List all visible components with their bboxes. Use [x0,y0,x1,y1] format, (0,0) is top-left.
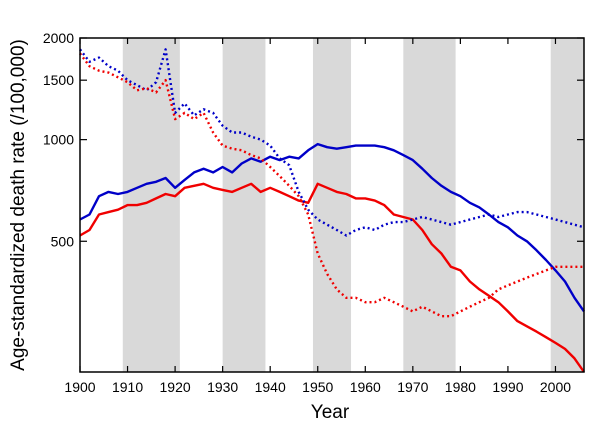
y-tick-label: 1000 [43,132,74,148]
x-tick-label: 1940 [255,379,286,395]
series-line [79,48,585,237]
y-tick-label: 1500 [43,72,74,88]
y-axis-label: Age-standardized death rate (/100,000) [8,39,29,371]
shaded-period [550,38,584,372]
y-tick-label: 500 [51,233,75,249]
x-tick-label: 1990 [492,379,523,395]
x-tick-label: 1970 [397,379,428,395]
series-line [79,142,585,313]
shaded-period [403,38,456,372]
x-tick-label: 1950 [302,379,333,395]
x-tick-label: 1980 [445,379,476,395]
x-tick-label: 1930 [207,379,238,395]
x-axis-label: Year [311,402,350,423]
x-tick-label: 1900 [64,379,95,395]
x-tick-label: 1920 [160,379,191,395]
series-line [79,182,585,373]
shaded-period [222,38,266,372]
x-tick-label: 1910 [112,379,143,395]
x-tick-label: 1960 [350,379,381,395]
shaded-period [312,38,352,372]
x-tick-label: 2000 [540,379,571,395]
series-line [79,52,584,318]
y-tick-label: 2000 [43,30,74,46]
plot-frame [79,37,585,373]
